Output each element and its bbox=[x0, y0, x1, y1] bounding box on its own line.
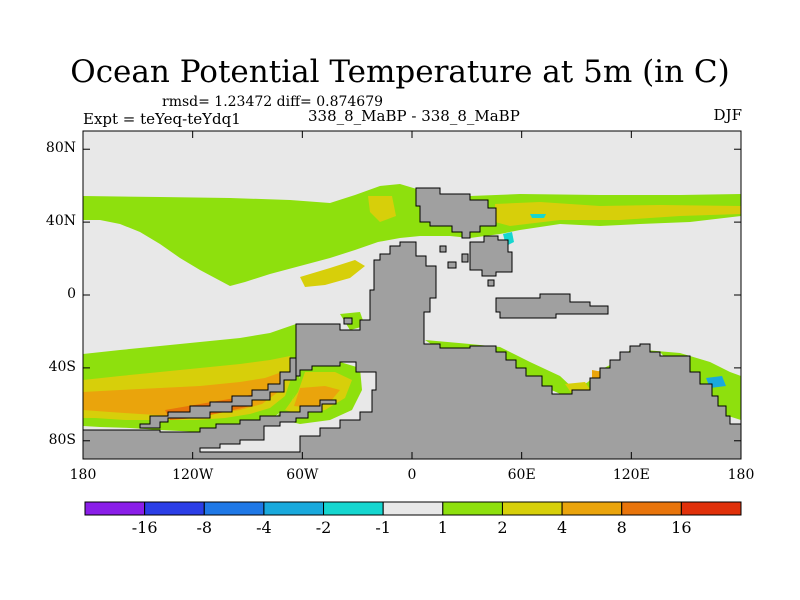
colorbar-swatch bbox=[501, 501, 563, 516]
colorbar-label: 4 bbox=[556, 518, 568, 537]
lon-tick-label: 180 bbox=[69, 467, 97, 483]
colorbar-swatch bbox=[382, 501, 444, 516]
lat-tick-label: 80N bbox=[45, 140, 76, 157]
colorbar-label: 2 bbox=[497, 518, 508, 537]
land-islet-3 bbox=[461, 253, 469, 263]
stats-label: rmsd= 1.23472 diff= 0.874679 bbox=[162, 94, 384, 110]
land-north-block bbox=[415, 187, 497, 239]
lon-tick-label: 180 bbox=[727, 467, 755, 483]
lon-tick-label: 120W bbox=[172, 467, 214, 483]
colorbar-swatch bbox=[203, 501, 265, 516]
lon-tick-label: 60W bbox=[286, 467, 319, 483]
lat-tick-label: 40S bbox=[48, 358, 76, 375]
colorbar-swatch bbox=[621, 501, 682, 516]
colorbar bbox=[84, 501, 742, 516]
north-atlantic-yellow bbox=[368, 196, 396, 222]
lon-tick-label: 60E bbox=[507, 467, 536, 483]
colorbar-label: 8 bbox=[616, 518, 627, 537]
colorbar-swatch bbox=[263, 501, 325, 516]
mediterranean-yellow bbox=[495, 202, 741, 226]
land-west-peninsula bbox=[139, 357, 297, 429]
land-south-supercontinent bbox=[82, 241, 742, 460]
colorbar-swatch bbox=[442, 501, 503, 516]
colorbar-swatch bbox=[323, 501, 384, 516]
map-plot bbox=[82, 130, 742, 460]
lon-tick-label: 120E bbox=[612, 467, 650, 483]
north-pacific-yellow bbox=[300, 260, 365, 287]
colorbar-swatch bbox=[561, 501, 623, 516]
colorbar-swatch bbox=[84, 501, 146, 516]
land-islet-2 bbox=[447, 261, 457, 269]
colorbar-label: -4 bbox=[256, 518, 272, 537]
land-east-block bbox=[469, 235, 513, 277]
colorbar-swatch bbox=[680, 501, 742, 516]
land-islet-5 bbox=[343, 317, 353, 325]
axis-ticks bbox=[82, 131, 742, 459]
lat-tick-label: 40N bbox=[45, 213, 76, 230]
colorbar-label: -2 bbox=[315, 518, 332, 537]
colorbar-label: -1 bbox=[375, 518, 391, 537]
season-label: DJF bbox=[713, 106, 742, 124]
colorbar-swatch bbox=[144, 501, 205, 516]
lat-tick-label: 0 bbox=[67, 286, 76, 302]
colorbar-label: 16 bbox=[671, 518, 692, 537]
lat-tick-label: 80S bbox=[48, 431, 76, 448]
land-australia-arm bbox=[495, 293, 609, 319]
colorbar-label: 1 bbox=[437, 518, 448, 537]
cool-patch-arabian bbox=[530, 214, 546, 218]
land-masses bbox=[82, 187, 742, 460]
experiment-label: Expt = teYeq-teYdq1 bbox=[83, 110, 241, 128]
lon-tick-label: 0 bbox=[407, 467, 417, 483]
runs-label: 338_8_MaBP - 338_8_MaBP bbox=[308, 107, 520, 125]
colorbar-label: -8 bbox=[196, 518, 213, 537]
land-islet-4 bbox=[487, 279, 495, 287]
chart-title: Ocean Potential Temperature at 5m (in C) bbox=[70, 54, 730, 90]
colorbar-label: -16 bbox=[131, 518, 158, 537]
land-islet-1 bbox=[439, 245, 447, 253]
